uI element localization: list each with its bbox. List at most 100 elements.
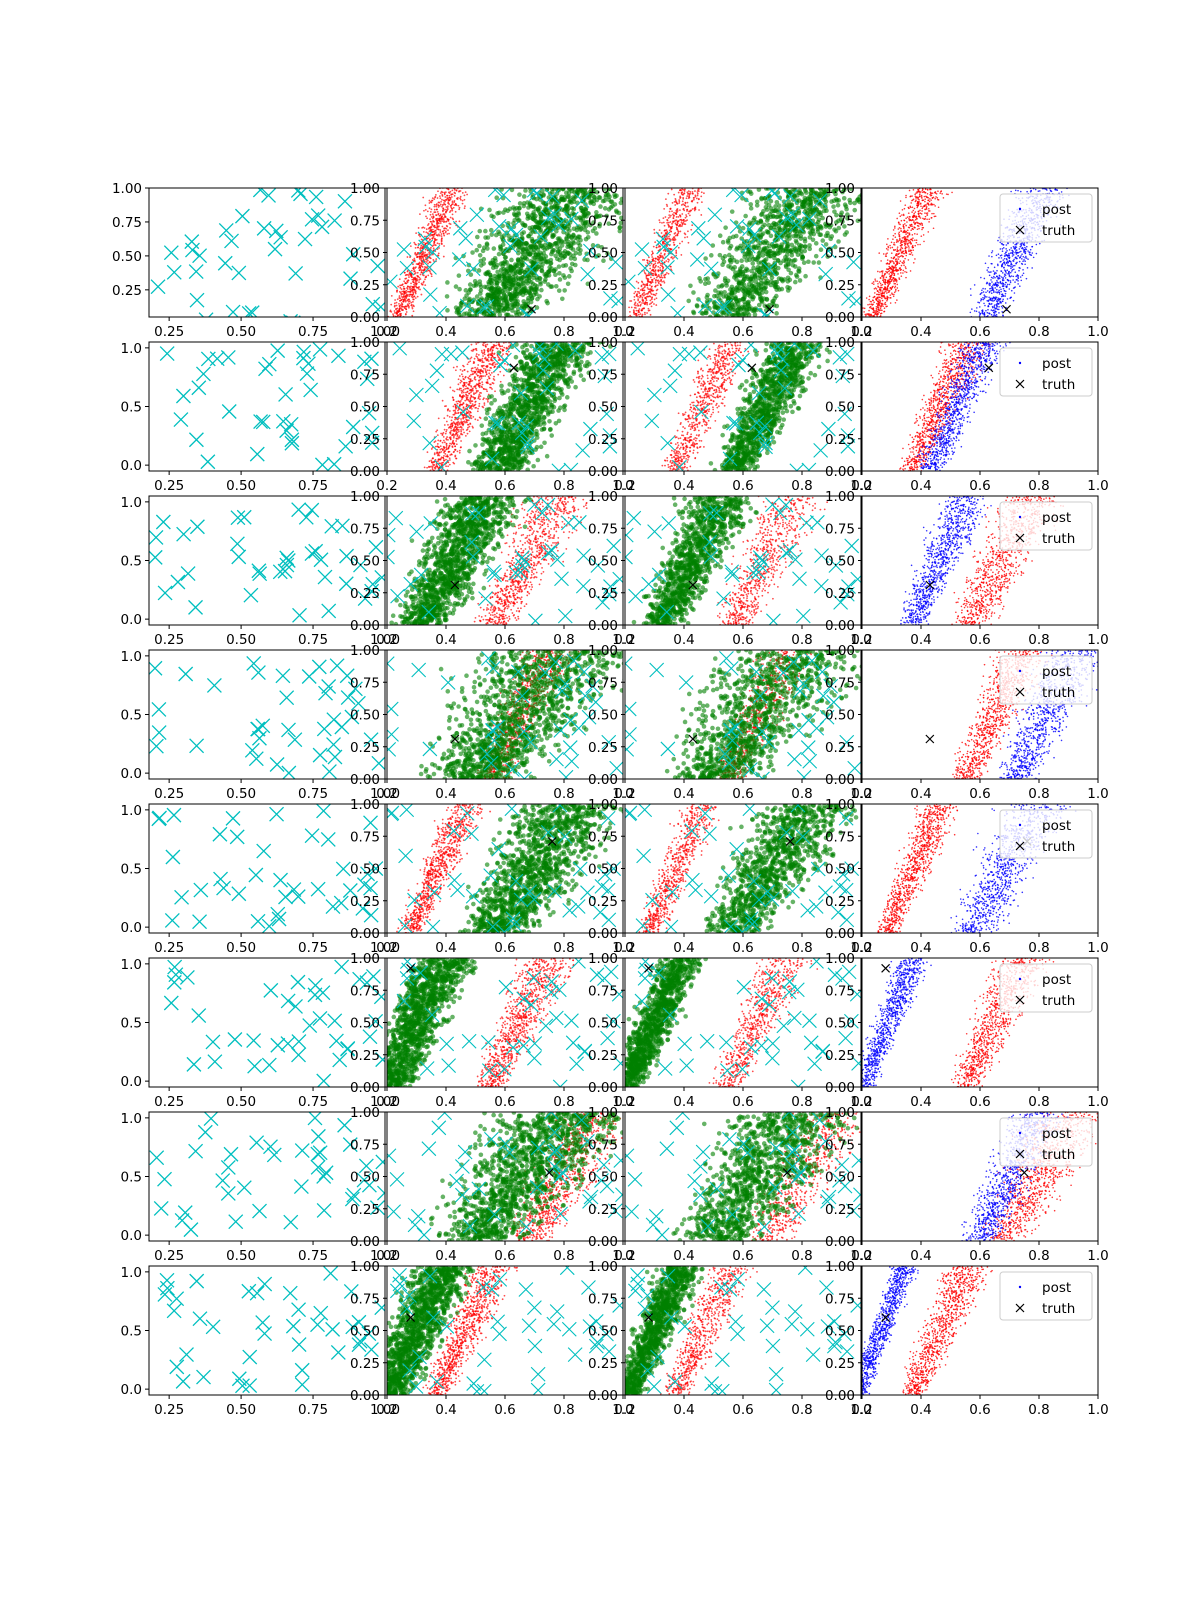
weighted-point (691, 290, 696, 295)
weighted-point (779, 286, 785, 292)
prior-point (647, 280, 650, 283)
weighted-point (762, 258, 767, 263)
weighted-point (845, 216, 850, 221)
sample-marker (785, 206, 800, 222)
prior-point (646, 295, 649, 298)
prior-point (879, 296, 881, 299)
prior-point (924, 215, 927, 218)
weighted-point (819, 226, 824, 231)
prior-point (700, 195, 703, 198)
weighted-point (491, 261, 497, 266)
prior-point (414, 260, 416, 263)
prior-point (914, 200, 917, 203)
weighted-point (825, 254, 831, 259)
sample-marker (603, 290, 618, 306)
prior-point (433, 211, 436, 214)
prior-point (641, 298, 644, 301)
prior-point (673, 232, 676, 235)
prior-point (902, 272, 904, 274)
weighted-point (553, 283, 559, 289)
sample-marker (526, 188, 542, 198)
prior-point (882, 253, 885, 255)
prior-point (654, 274, 657, 277)
weighted-point (544, 207, 549, 212)
prior-point (436, 221, 438, 224)
sample-marker (451, 252, 467, 267)
prior-point (671, 257, 674, 260)
prior-point (411, 314, 414, 317)
prior-point (893, 274, 895, 276)
prior-point (421, 260, 424, 263)
prior-point (408, 276, 410, 278)
weighted-point (552, 241, 557, 247)
prior-point (395, 312, 398, 314)
prior-point (663, 261, 666, 264)
truth-marker (527, 304, 536, 314)
weighted-point (518, 240, 524, 246)
prior-point (667, 192, 670, 195)
prior-point (408, 290, 411, 293)
weighted-point (808, 190, 814, 196)
prior-point (905, 233, 907, 235)
prior-point (426, 217, 428, 220)
prior-point (668, 259, 670, 261)
weighted-point (521, 201, 527, 206)
weighted-point (487, 207, 492, 213)
prior-point (652, 258, 654, 261)
prior-point (635, 309, 638, 312)
prior-point (902, 225, 905, 228)
sample-marker (217, 255, 233, 271)
prior-point (403, 293, 405, 296)
prior-point (686, 195, 689, 197)
prior-point (880, 260, 882, 262)
prior-point (904, 246, 907, 248)
weighted-point (753, 279, 759, 285)
prior-point (656, 275, 659, 278)
prior-point (451, 209, 454, 212)
prior-point (409, 289, 412, 291)
sample-marker (244, 305, 260, 317)
prior-point (886, 299, 888, 302)
prior-point (881, 272, 884, 274)
prior-point (644, 313, 646, 316)
weighted-point (519, 263, 525, 268)
prior-point (449, 216, 452, 219)
weighted-point (618, 220, 623, 226)
prior-point (660, 278, 663, 281)
prior-point (401, 304, 404, 306)
prior-point (657, 279, 660, 282)
weighted-point (713, 288, 718, 293)
prior-point (906, 235, 909, 238)
prior-point (915, 241, 918, 244)
prior-point (447, 229, 449, 232)
weighted-point (568, 266, 573, 271)
weighted-point (445, 280, 450, 285)
prior-point (883, 291, 886, 294)
prior-point (687, 241, 690, 244)
prior-point (931, 192, 934, 194)
prior-point (639, 289, 642, 291)
weighted-point (547, 242, 553, 247)
prior-point (682, 219, 685, 222)
prior-point (891, 286, 894, 288)
prior-point (425, 261, 428, 263)
weighted-point (525, 216, 531, 221)
weighted-point (811, 260, 817, 265)
weighted-point (564, 204, 569, 209)
prior-point (430, 230, 432, 232)
prior-point (439, 192, 442, 195)
weighted-point (608, 205, 614, 210)
prior-point (452, 206, 455, 209)
prior-point (433, 205, 436, 208)
weighted-point (445, 308, 450, 313)
panel-r1-c3-ytick-label: 1.00 (588, 181, 618, 197)
prior-point (883, 292, 885, 295)
prior-point (895, 253, 898, 255)
prior-point (646, 282, 649, 285)
prior-point (892, 260, 894, 263)
prior-point (922, 217, 924, 220)
weighted-point (534, 196, 539, 202)
weighted-point (455, 308, 460, 313)
prior-point (872, 283, 875, 285)
sample-marker (762, 261, 777, 277)
